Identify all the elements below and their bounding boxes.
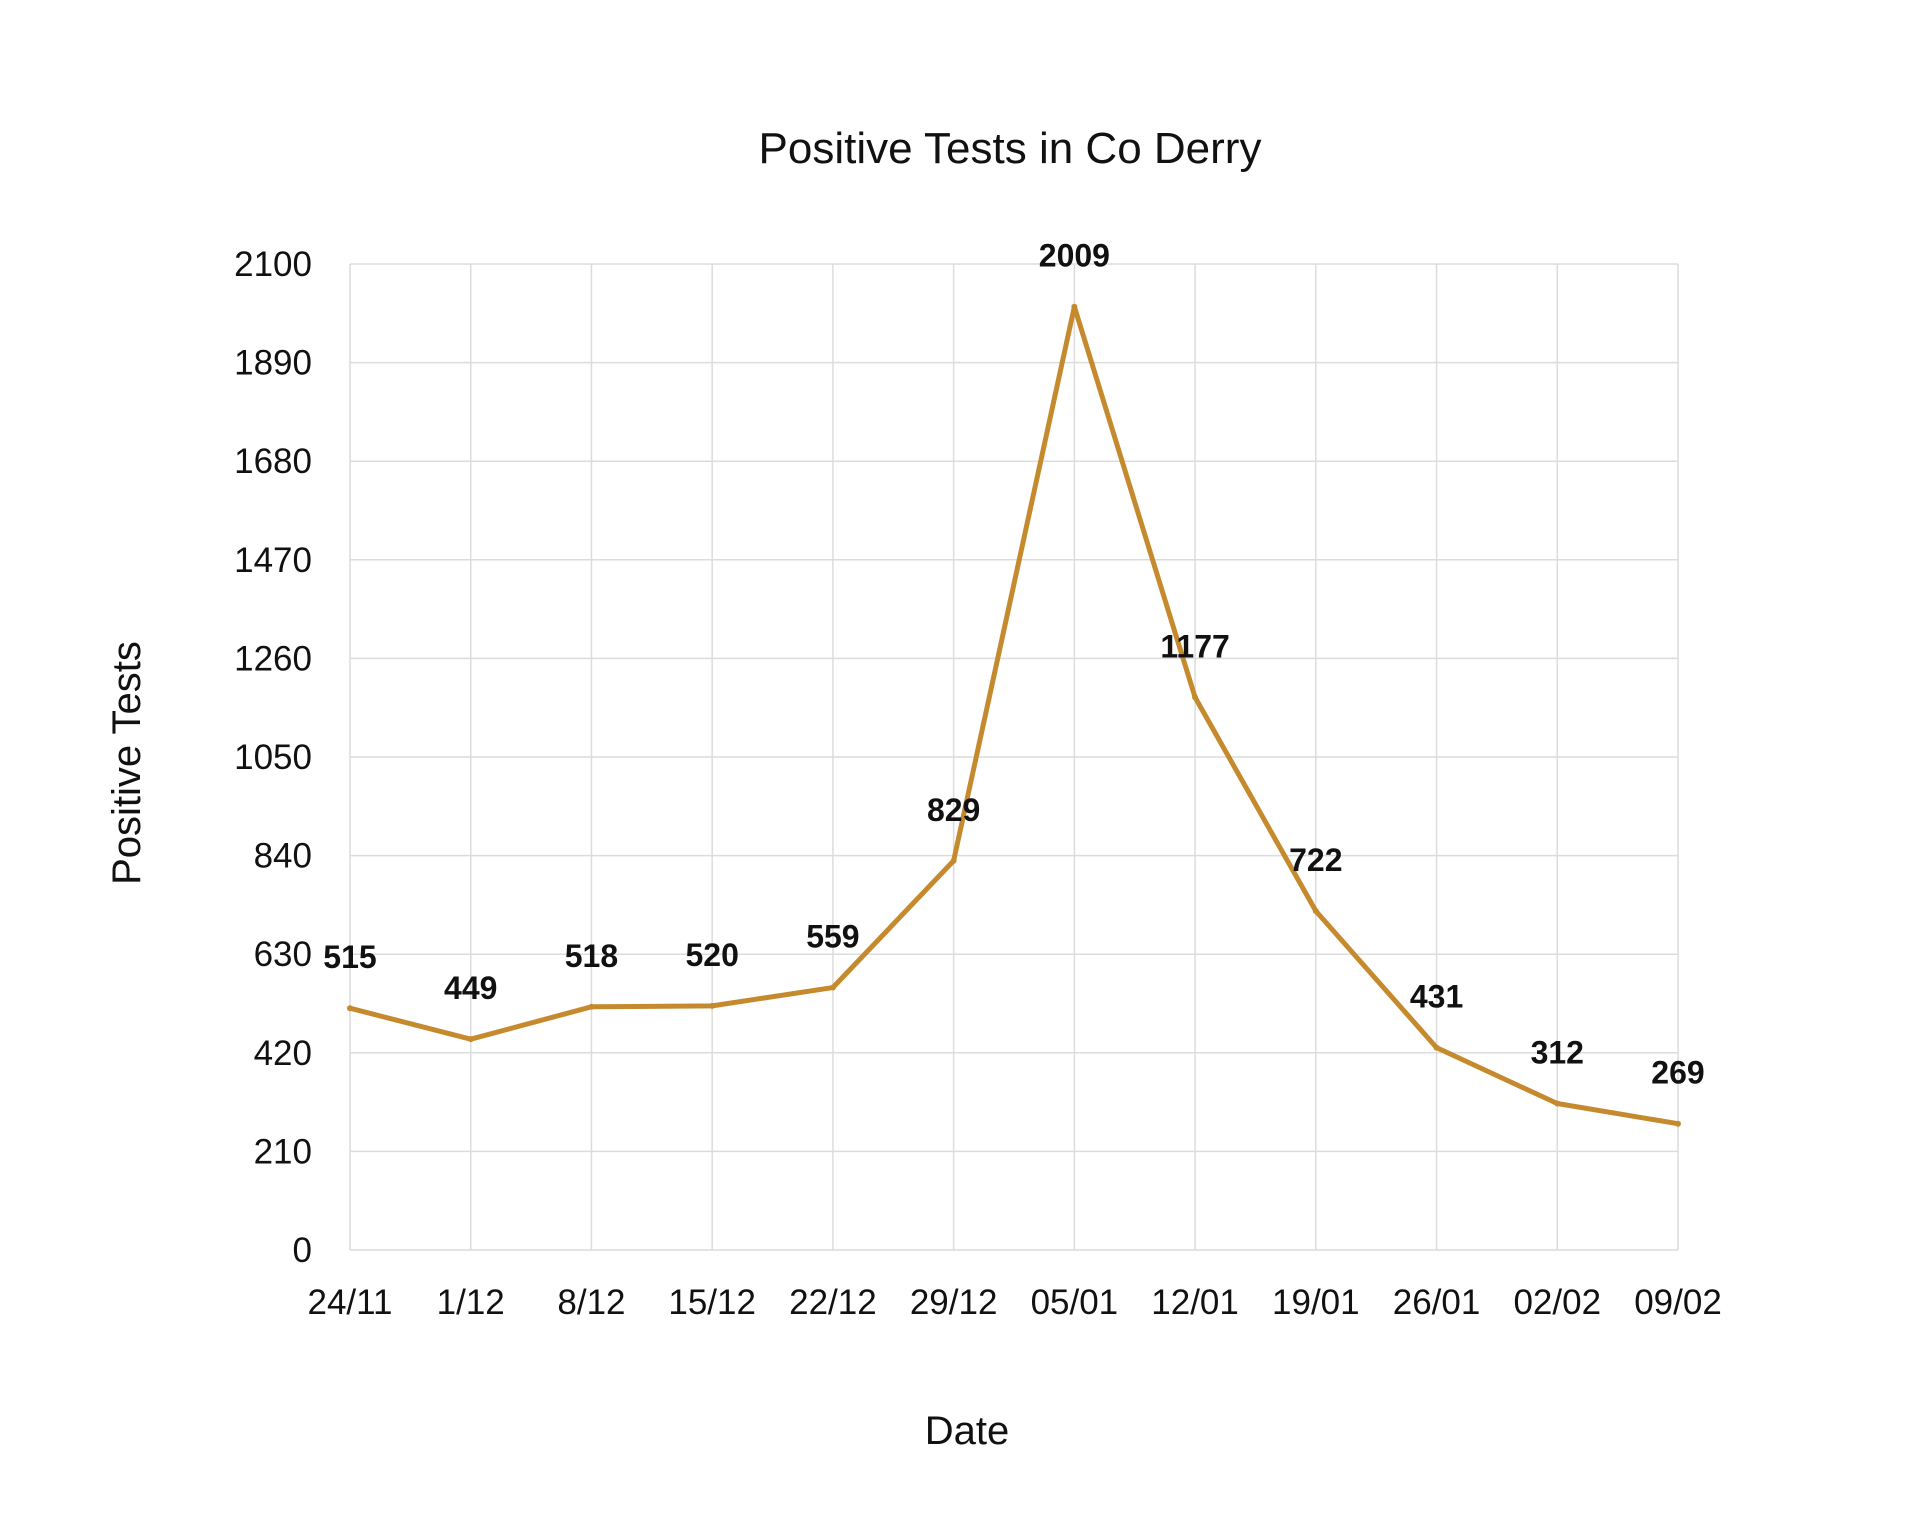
x-axis-ticks: 24/11 1/12 8/12 15/12 22/12 29/12 05/01 12/01 19… — [308, 1283, 1722, 1322]
series-line — [347, 304, 1681, 1127]
data-point — [829, 984, 836, 991]
y-tick-label: 1890 — [234, 344, 312, 383]
chart-title: Positive Tests in Co Derry — [759, 124, 1262, 173]
data-label: 269 — [1651, 1055, 1704, 1091]
y-tick-label: 840 — [254, 837, 312, 876]
x-tick-label: 22/12 — [789, 1283, 877, 1322]
y-tick-label: 1050 — [234, 738, 312, 777]
data-point — [347, 1005, 353, 1012]
y-tick-label: 630 — [254, 935, 312, 974]
data-label: 829 — [927, 792, 980, 828]
x-tick-label: 29/12 — [910, 1283, 998, 1322]
data-point — [1675, 1120, 1681, 1127]
data-labels: 515 449 518 520 559 829 2009 1177 722 431 312 269 — [323, 238, 1704, 1091]
x-tick-label: 02/02 — [1513, 1283, 1601, 1322]
data-point — [950, 857, 957, 864]
y-tick-label: 1260 — [234, 639, 312, 678]
data-label: 722 — [1289, 842, 1342, 878]
y-axis-title: Positive Tests — [105, 641, 149, 885]
data-label: 559 — [806, 919, 859, 955]
data-point — [1192, 694, 1199, 701]
x-tick-label: 26/01 — [1393, 1283, 1481, 1322]
data-label: 312 — [1531, 1035, 1584, 1071]
x-tick-label: 1/12 — [437, 1283, 505, 1322]
data-label: 520 — [685, 937, 738, 973]
y-tick-label: 2100 — [234, 245, 312, 284]
x-tick-label: 19/01 — [1272, 1283, 1360, 1322]
x-tick-label: 09/02 — [1634, 1283, 1722, 1322]
x-axis-title: Date — [925, 1409, 1010, 1453]
x-tick-label: 05/01 — [1031, 1283, 1119, 1322]
x-tick-label: 24/11 — [308, 1283, 393, 1322]
y-tick-label: 0 — [293, 1231, 312, 1270]
data-point — [1433, 1044, 1440, 1051]
series-lines — [347, 303, 1681, 1127]
x-tick-label: 12/01 — [1151, 1283, 1239, 1322]
data-label: 431 — [1410, 979, 1463, 1015]
data-label: 518 — [565, 938, 618, 974]
data-point — [1554, 1100, 1561, 1107]
data-label: 2009 — [1039, 238, 1110, 274]
data-point — [1071, 303, 1078, 310]
data-label: 515 — [323, 939, 376, 975]
data-label: 1177 — [1160, 628, 1229, 664]
data-point — [588, 1003, 595, 1010]
x-tick-label: 8/12 — [557, 1283, 625, 1322]
x-tick-label: 15/12 — [668, 1283, 756, 1322]
y-tick-label: 210 — [254, 1132, 312, 1171]
grid — [349, 263, 1679, 1251]
y-tick-label: 1470 — [234, 541, 312, 580]
data-point — [467, 1036, 474, 1043]
data-point — [1312, 908, 1319, 915]
data-point — [709, 1002, 716, 1009]
y-tick-label: 1680 — [234, 442, 312, 481]
y-tick-label: 420 — [254, 1034, 312, 1073]
y-axis-ticks: 0 210 420 630 840 1050 1260 1470 1680 1890 2100 — [234, 245, 312, 1270]
data-label: 449 — [444, 970, 497, 1006]
